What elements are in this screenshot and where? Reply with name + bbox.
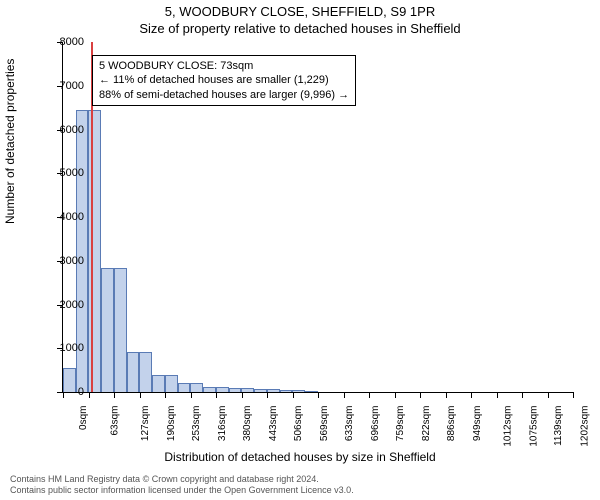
x-axis-label: Distribution of detached houses by size … bbox=[0, 450, 600, 464]
x-tick-label: 0sqm bbox=[78, 406, 89, 430]
title-address: 5, WOODBURY CLOSE, SHEFFIELD, S9 1PR bbox=[0, 0, 600, 19]
y-tick-label: 0 bbox=[78, 386, 84, 398]
y-tick-label: 1000 bbox=[60, 342, 84, 354]
histogram-bar bbox=[178, 383, 191, 392]
x-tick-label: 506sqm bbox=[293, 406, 304, 442]
title-subtitle: Size of property relative to detached ho… bbox=[0, 19, 600, 36]
histogram-bar bbox=[63, 368, 76, 393]
x-tick-label: 253sqm bbox=[191, 406, 202, 442]
histogram-bar bbox=[152, 375, 165, 392]
y-tick-label: 2000 bbox=[60, 299, 84, 311]
x-tick bbox=[267, 392, 268, 398]
histogram-bar bbox=[203, 387, 216, 392]
x-tick-label: 696sqm bbox=[370, 406, 381, 442]
x-tick bbox=[548, 392, 549, 398]
x-tick-label: 949sqm bbox=[472, 406, 483, 442]
info-line-2: ← 11% of detached houses are smaller (1,… bbox=[99, 73, 349, 87]
chart-container: 5, WOODBURY CLOSE, SHEFFIELD, S9 1PR Siz… bbox=[0, 0, 600, 500]
info-line-1: 5 WOODBURY CLOSE: 73sqm bbox=[99, 59, 349, 73]
x-tick-label: 759sqm bbox=[395, 406, 406, 442]
x-tick bbox=[369, 392, 370, 398]
y-tick-label: 4000 bbox=[60, 211, 84, 223]
histogram-bar bbox=[165, 375, 178, 392]
x-tick bbox=[522, 392, 523, 398]
x-tick bbox=[573, 392, 574, 398]
y-tick-label: 8000 bbox=[60, 36, 84, 48]
x-tick bbox=[420, 392, 421, 398]
histogram-bar bbox=[88, 110, 101, 392]
histogram-bar bbox=[241, 388, 254, 392]
histogram-bar bbox=[216, 387, 229, 392]
x-tick-label: 1012sqm bbox=[503, 406, 514, 447]
histogram-bar bbox=[229, 388, 242, 392]
x-tick bbox=[165, 392, 166, 398]
histogram-bar bbox=[101, 268, 114, 392]
x-tick-label: 1202sqm bbox=[579, 406, 590, 447]
x-tick-label: 822sqm bbox=[421, 406, 432, 442]
histogram-bar bbox=[267, 389, 280, 392]
y-tick-label: 7000 bbox=[60, 80, 84, 92]
x-tick bbox=[497, 392, 498, 398]
y-tick-label: 6000 bbox=[60, 124, 84, 136]
histogram-bar bbox=[292, 390, 305, 392]
x-tick bbox=[89, 392, 90, 398]
x-tick bbox=[446, 392, 447, 398]
footer-line-1: Contains HM Land Registry data © Crown c… bbox=[10, 474, 354, 485]
x-tick bbox=[63, 392, 64, 398]
x-tick-label: 1075sqm bbox=[528, 406, 539, 447]
x-tick-label: 886sqm bbox=[446, 406, 457, 442]
x-tick bbox=[318, 392, 319, 398]
x-tick-label: 569sqm bbox=[319, 406, 330, 442]
x-tick-label: 127sqm bbox=[140, 406, 151, 442]
histogram-bar bbox=[254, 389, 267, 392]
x-tick bbox=[395, 392, 396, 398]
x-tick bbox=[471, 392, 472, 398]
footer-line-2: Contains public sector information licen… bbox=[10, 485, 354, 496]
y-axis-label: Number of detached properties bbox=[3, 59, 17, 224]
histogram-bar bbox=[127, 352, 140, 392]
histogram-bar bbox=[305, 391, 318, 392]
x-tick-label: 633sqm bbox=[344, 406, 355, 442]
x-tick bbox=[216, 392, 217, 398]
info-box: 5 WOODBURY CLOSE: 73sqm ← 11% of detache… bbox=[92, 55, 356, 106]
x-tick-label: 63sqm bbox=[109, 406, 120, 436]
info-line-3: 88% of semi-detached houses are larger (… bbox=[99, 88, 349, 102]
x-tick bbox=[344, 392, 345, 398]
x-tick bbox=[191, 392, 192, 398]
x-tick bbox=[114, 392, 115, 398]
x-tick-label: 443sqm bbox=[268, 406, 279, 442]
x-tick bbox=[140, 392, 141, 398]
footer-attribution: Contains HM Land Registry data © Crown c… bbox=[10, 474, 354, 496]
x-tick bbox=[293, 392, 294, 398]
y-tick-label: 3000 bbox=[60, 255, 84, 267]
histogram-bar bbox=[114, 268, 127, 392]
x-tick bbox=[242, 392, 243, 398]
histogram-bar bbox=[280, 390, 293, 392]
x-tick-label: 1139sqm bbox=[553, 406, 564, 446]
histogram-bar bbox=[190, 383, 203, 392]
x-tick-label: 190sqm bbox=[166, 406, 177, 442]
histogram-bar bbox=[139, 352, 152, 392]
x-tick-label: 316sqm bbox=[217, 406, 228, 442]
y-tick-label: 5000 bbox=[60, 167, 84, 179]
x-tick-label: 380sqm bbox=[242, 406, 253, 442]
